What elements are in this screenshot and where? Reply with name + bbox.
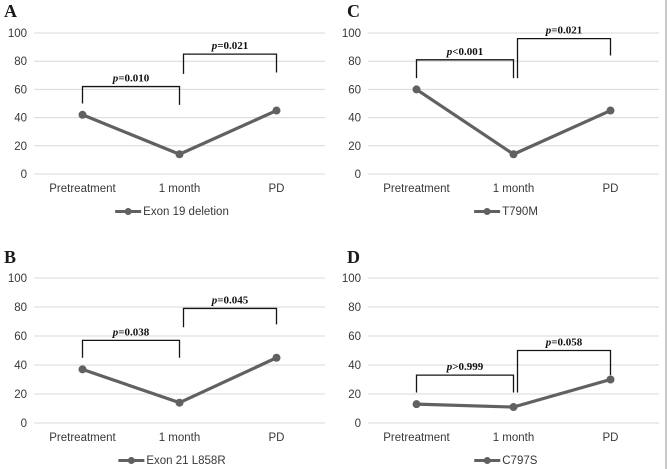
y-tick-label: 40 <box>348 360 361 372</box>
y-tick-label: 80 <box>348 56 361 68</box>
panel-a-letter: A <box>4 1 17 21</box>
chart-exon19-deletion: 0 20 40 60 80 100 p=0.010 p=0.021 Pretreatment 1 … <box>8 28 325 218</box>
y-tick-label: 60 <box>14 331 27 343</box>
significance-bracket <box>415 59 515 79</box>
x-tick-label: Pretreatment <box>383 183 450 195</box>
panel-d: D 0 20 40 60 80 100 p>0.999 p=0.058 Pretreatment… <box>334 235 668 469</box>
p-value-label: p=0.045 <box>211 294 249 306</box>
figure-right-border <box>665 0 667 469</box>
panel-b-letter: B <box>4 247 17 267</box>
significance-bracket <box>81 85 181 105</box>
data-point <box>175 150 184 159</box>
p-value-label: p=0.058 <box>545 337 583 349</box>
significance-bracket <box>81 339 181 358</box>
y-tick-label: 100 <box>342 28 361 40</box>
data-line <box>414 87 613 157</box>
y-tick-label: 100 <box>8 28 27 40</box>
x-tick-label: PD <box>269 183 285 195</box>
panel-b: B 0 20 40 60 80 100 p=0.038 p=0.045 Pretreatment… <box>0 235 334 469</box>
x-tick-label: PD <box>603 183 619 195</box>
data-point <box>412 85 421 94</box>
panel-d-letter: D <box>347 247 360 267</box>
y-tick-label: 20 <box>348 141 361 153</box>
panel-c-letter: C <box>347 1 360 21</box>
y-tick-label: 0 <box>355 418 361 430</box>
legend-marker-dot <box>483 457 491 464</box>
panel-c: C 0 20 40 60 80 100 p<0.001 p=0.021 Pretreatment… <box>334 0 668 235</box>
y-tick-label: 60 <box>348 331 361 343</box>
p-value-label: p=0.021 <box>211 40 249 52</box>
legend-label: Exon 21 L858R <box>146 455 225 467</box>
y-tick-label: 40 <box>348 113 361 125</box>
data-point <box>509 150 518 159</box>
legend: T790M <box>474 206 538 218</box>
chart-t790m: 0 20 40 60 80 100 p<0.001 p=0.021 Pretreatment 1 … <box>342 25 659 218</box>
legend: Exon 19 deletion <box>115 206 229 218</box>
x-tick-label: Pretreatment <box>49 183 116 195</box>
x-tick-label: PD <box>603 432 619 444</box>
significance-bracket <box>516 349 612 393</box>
significance-bracket <box>516 37 612 79</box>
x-tick-label: 1 month <box>159 432 201 444</box>
y-tick-label: 20 <box>14 141 27 153</box>
y-tick-label: 0 <box>21 418 27 430</box>
y-tick-label: 100 <box>342 273 361 285</box>
y-tick-label: 60 <box>348 84 361 96</box>
data-point <box>78 365 87 374</box>
y-tick-label: 100 <box>8 273 27 285</box>
data-point <box>272 106 281 115</box>
x-tick-label: 1 month <box>493 432 535 444</box>
y-tick-label: 20 <box>14 389 27 401</box>
data-point <box>175 398 184 407</box>
significance-bracket <box>415 374 515 393</box>
legend-label: Exon 19 deletion <box>143 206 229 218</box>
p-value-label: p=0.010 <box>112 73 150 85</box>
x-tick-label: Pretreatment <box>49 432 116 444</box>
p-value-label: p=0.038 <box>112 326 150 338</box>
legend-marker-dot <box>127 457 135 464</box>
x-tick-label: 1 month <box>159 183 201 195</box>
y-tick-label: 0 <box>21 169 27 181</box>
data-line <box>80 356 279 405</box>
y-tick-label: 60 <box>14 84 27 96</box>
chart-c797s: 0 20 40 60 80 100 p>0.999 p=0.058 Pretreatment 1 … <box>342 273 659 467</box>
x-tick-label: PD <box>269 432 285 444</box>
y-tick-label: 0 <box>355 169 361 181</box>
y-tick-label: 20 <box>348 389 361 401</box>
significance-bracket <box>182 53 278 74</box>
y-tick-label: 80 <box>14 56 27 68</box>
chart-exon21-l858r: 0 20 40 60 80 100 p=0.038 p=0.045 Pretreatment 1 … <box>8 273 325 467</box>
y-tick-label: 80 <box>348 302 361 314</box>
significance-bracket <box>182 307 278 328</box>
p-value-label: p>0.999 <box>446 361 484 373</box>
y-tick-label: 40 <box>14 360 27 372</box>
data-point <box>78 110 87 119</box>
legend-label: C797S <box>502 455 537 467</box>
legend-marker-dot <box>124 208 132 215</box>
data-point <box>606 106 615 115</box>
data-point <box>412 400 421 409</box>
data-point <box>272 353 281 362</box>
p-value-label: p=0.021 <box>545 25 583 37</box>
panel-a: A 0 20 40 60 80 100 p=0.010 p=0.021 Pretreatment… <box>0 0 334 235</box>
legend-label: T790M <box>502 206 538 218</box>
data-point <box>606 375 615 384</box>
legend: C797S <box>474 455 538 467</box>
y-tick-label: 40 <box>14 113 27 125</box>
y-tick-label: 80 <box>14 302 27 314</box>
x-tick-label: Pretreatment <box>383 432 450 444</box>
p-value-label: p<0.001 <box>446 46 484 58</box>
legend: Exon 21 L858R <box>118 455 226 467</box>
data-point <box>509 403 518 412</box>
legend-marker-dot <box>483 208 491 215</box>
x-tick-label: 1 month <box>493 183 535 195</box>
